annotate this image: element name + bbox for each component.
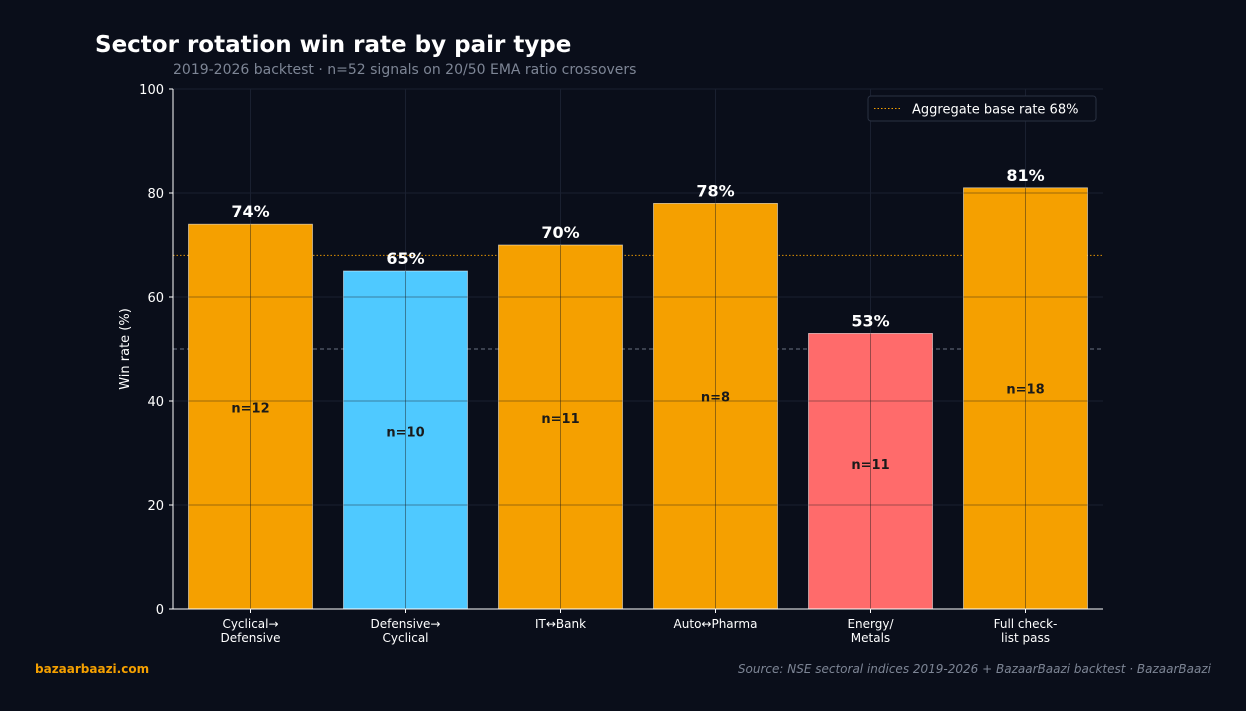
x-tick-label: list pass — [1001, 631, 1050, 645]
x-tick-label: Metals — [851, 631, 890, 645]
y-axis-label: Win rate (%) — [118, 308, 133, 390]
count-label: n=11 — [851, 458, 889, 473]
y-tick-label: 60 — [147, 291, 164, 306]
brand-link[interactable]: bazaarbaazi.com — [35, 662, 150, 676]
y-tick-label: 0 — [156, 603, 164, 618]
x-tick-label: Auto↔Pharma — [674, 617, 758, 631]
x-tick-label: Cyclical — [382, 631, 428, 645]
value-label: 74% — [231, 202, 269, 221]
legend-box — [867, 95, 1097, 122]
count-label: n=10 — [386, 426, 424, 441]
chart-subtitle: 2019-2026 backtest · n=52 signals on 20/… — [173, 62, 637, 78]
source-note: Source: NSE sectoral indices 2019-2026 +… — [737, 662, 1211, 676]
legend-label: Aggregate base rate 68% — [912, 103, 1078, 118]
x-tick-label: Energy/ — [847, 617, 894, 631]
x-tick-label: Full check- — [994, 617, 1058, 631]
chart-title: Sector rotation win rate by pair type — [95, 32, 572, 58]
value-label: 53% — [851, 311, 889, 330]
count-label: n=8 — [701, 391, 730, 406]
value-label: 70% — [541, 223, 579, 242]
count-label: n=18 — [1006, 382, 1044, 397]
count-label: n=12 — [231, 401, 269, 416]
value-label: 65% — [386, 249, 424, 268]
value-label: 78% — [696, 181, 734, 200]
y-tick-label: 20 — [147, 499, 164, 514]
value-label: 81% — [1006, 166, 1044, 185]
x-tick-label: IT↔Bank — [535, 617, 586, 631]
y-tick-label: 80 — [147, 187, 164, 202]
y-tick-label: 40 — [147, 395, 164, 410]
x-tick-label: Defensive — [221, 631, 281, 645]
y-tick-label: 100 — [139, 83, 164, 98]
count-label: n=11 — [541, 412, 579, 427]
x-tick-label: Cyclical→ — [222, 617, 278, 631]
x-tick-label: Defensive→ — [371, 617, 441, 631]
